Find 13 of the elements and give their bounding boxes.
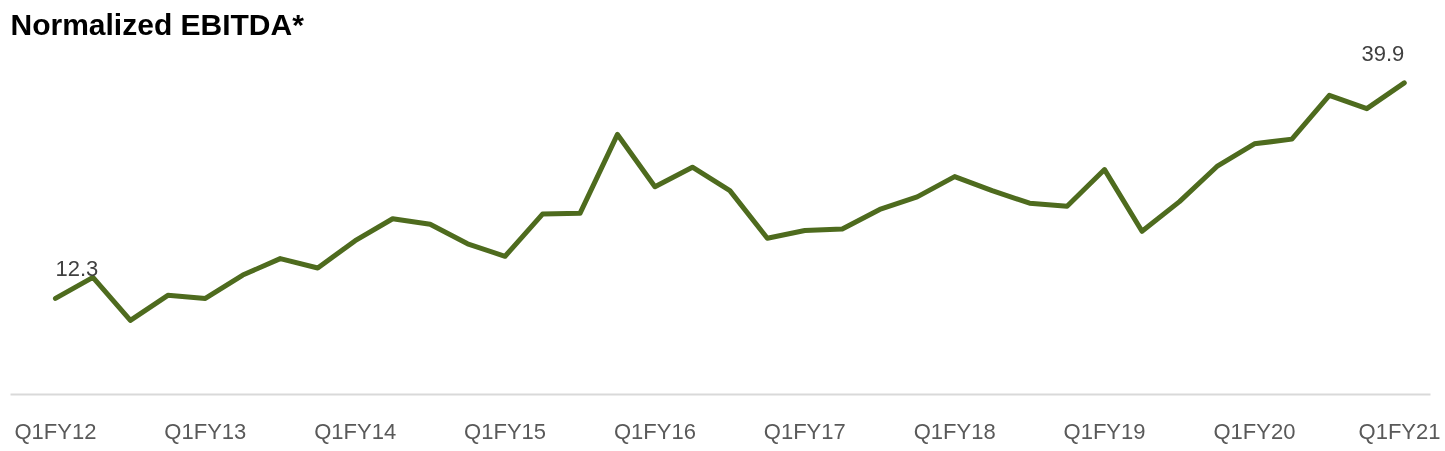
x-tick-label: Q1FY12 xyxy=(14,418,97,444)
data-label: 12.3 xyxy=(55,256,99,282)
x-tick-label: Q1FY21 xyxy=(1358,418,1441,444)
x-tick-label: Q1FY15 xyxy=(464,418,547,444)
x-tick-label: Q1FY13 xyxy=(164,418,247,444)
x-tick-label: Q1FY18 xyxy=(913,418,996,444)
data-label: 39.9 xyxy=(1361,40,1405,66)
x-tick-label: Q1FY14 xyxy=(314,418,397,444)
x-tick-label: Q1FY17 xyxy=(763,418,846,444)
x-tick-label: Q1FY19 xyxy=(1063,418,1146,444)
x-tick-label: Q1FY16 xyxy=(613,418,696,444)
chart-title: Normalized EBITDA* xyxy=(10,7,305,41)
x-tick-label: Q1FY20 xyxy=(1213,418,1296,444)
